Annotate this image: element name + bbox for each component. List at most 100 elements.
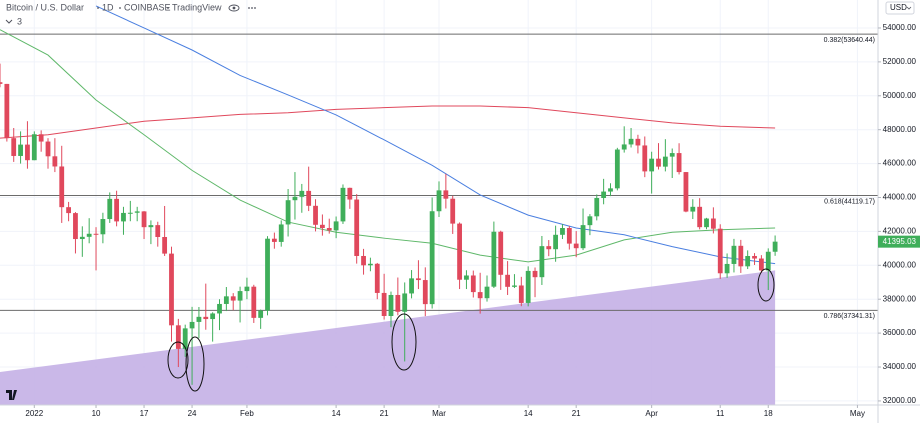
moving-average [0, 29, 776, 263]
candle-body [470, 275, 476, 293]
candle-body [457, 223, 462, 280]
candle-body [450, 198, 456, 224]
highlight-ellipse [167, 341, 189, 379]
candle-body [4, 83, 10, 139]
y-tick-label: 52000.00 [883, 57, 917, 66]
candle-body [628, 138, 634, 145]
candle-body [285, 200, 291, 225]
candle-body [244, 286, 250, 292]
candle-body [587, 216, 593, 226]
candle-body [676, 153, 682, 173]
candle-body [265, 238, 270, 311]
exchange: COINBASE [124, 2, 171, 12]
candle-body [731, 245, 737, 264]
candle-body [93, 233, 99, 235]
candle-body [649, 158, 655, 172]
candle-body [162, 236, 168, 254]
candle-body [11, 138, 17, 156]
candle-body [189, 321, 195, 329]
candle-body [100, 219, 106, 235]
candle-body [223, 296, 229, 304]
x-tick-label: 21 [380, 409, 389, 418]
source: TradingView [172, 2, 222, 12]
candle-body [326, 228, 332, 231]
x-tick-label: 14 [332, 409, 341, 418]
candle-body [114, 198, 120, 222]
candle-body [724, 263, 730, 274]
separator [167, 7, 169, 9]
candle-body [546, 246, 552, 250]
candle-body [409, 278, 414, 294]
candle-body [203, 316, 209, 320]
candle-body [319, 224, 325, 229]
y-tick-label: 34000.00 [883, 362, 917, 371]
x-tick-label: Apr [645, 409, 658, 418]
candle-body [141, 211, 147, 228]
candle-body [614, 149, 620, 189]
x-tick-label: Feb [240, 409, 254, 418]
currency: USD [890, 3, 907, 12]
candle-body [271, 238, 277, 242]
candle-body [525, 270, 531, 303]
candle-body [464, 275, 469, 280]
y-tick-label: 36000.00 [883, 328, 917, 337]
x-tick-label: 11 [716, 409, 725, 418]
header: Bitcoin / U.S. Dollar 1D COINBASE Tradin… [5, 2, 256, 26]
visibility-toggle[interactable] [228, 4, 240, 12]
candle-body [66, 207, 71, 214]
candle-body [642, 145, 648, 172]
candle-body [580, 225, 586, 249]
candle-body [395, 294, 401, 312]
highlight-ellipse [185, 336, 205, 392]
fib-label: 0.786(37341.31) [824, 313, 875, 320]
candle-body [292, 196, 298, 201]
y-tick-label: 50000.00 [883, 91, 917, 100]
annotations [167, 268, 775, 392]
candle-body [594, 198, 600, 217]
candle-body [717, 228, 723, 274]
candle-body [697, 206, 703, 228]
candle-body [566, 228, 572, 244]
candle-body [758, 258, 764, 271]
candle-body [0, 82, 3, 84]
candle-body [683, 172, 689, 212]
separator [97, 7, 99, 9]
candle-body [484, 286, 490, 299]
x-tick-label: 17 [140, 409, 149, 418]
candle-body [86, 233, 92, 237]
candle-body [662, 156, 668, 167]
candle-body [388, 294, 394, 316]
candle-body [416, 278, 421, 281]
candle-body [745, 255, 751, 267]
candle-body [498, 231, 504, 275]
candle-body [635, 138, 641, 146]
candle-body [608, 188, 613, 192]
candle-body [560, 228, 565, 235]
candle-body [121, 212, 126, 222]
candle-body [436, 190, 442, 212]
candle-body [368, 263, 373, 266]
candle-body [340, 187, 346, 222]
candle-body [52, 156, 58, 167]
candle-body [765, 251, 771, 271]
candle-body [539, 246, 545, 278]
indicators-toggle[interactable] [5, 19, 13, 24]
candle-body [45, 141, 51, 157]
logo [6, 390, 17, 400]
highlight-ellipse [391, 313, 417, 371]
y-tick-label: 54000.00 [883, 23, 917, 32]
candle-body [422, 280, 428, 305]
currency-button[interactable]: USD [885, 1, 915, 15]
fib-label: 0.618(44119.17) [824, 198, 875, 205]
x-tick-label: May [850, 409, 865, 418]
candle-body [306, 190, 312, 206]
more-button[interactable] [248, 7, 256, 9]
moving-average [95, 5, 776, 265]
candle-body [573, 243, 579, 249]
candle-body [217, 303, 222, 314]
candle-body [73, 213, 78, 240]
candle-body [155, 225, 161, 237]
candle-body [196, 316, 202, 322]
candle-body [621, 144, 627, 150]
